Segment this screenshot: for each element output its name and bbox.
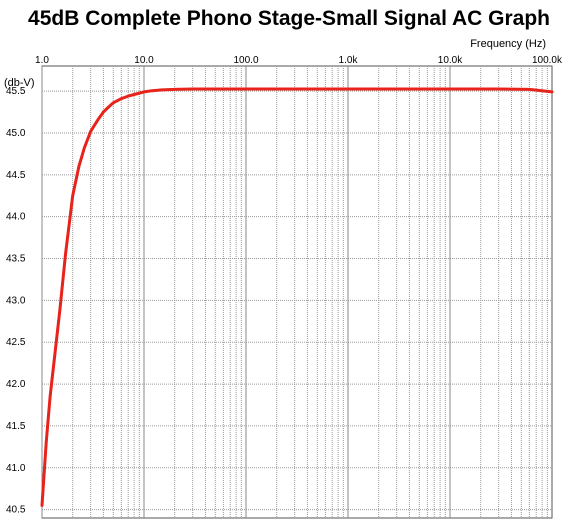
x-tick-label: 10.0k (438, 55, 463, 66)
y-tick-label: 42.0 (6, 379, 26, 390)
y-tick-label: 41.0 (6, 463, 26, 474)
y-tick-label: 42.5 (6, 337, 26, 348)
series-line (40, 87, 554, 507)
y-tick-label: 41.5 (6, 421, 26, 432)
y-axis-label: (db-V) (4, 77, 35, 89)
series-layer (40, 87, 554, 507)
grid (41, 66, 552, 518)
y-tick-label: 43.0 (6, 295, 26, 306)
x-tick-label: 1.0k (339, 55, 359, 66)
y-tick-label: 45.5 (6, 86, 26, 97)
x-tick-label: 1.0 (35, 55, 49, 66)
y-tick-label: 43.5 (6, 254, 26, 265)
y-tick-label: 40.5 (6, 505, 26, 516)
plot-frame (41, 65, 553, 519)
x-tick-label: 100.0 (233, 55, 258, 66)
y-tick-label: 45.0 (6, 128, 26, 139)
x-tick-label: 100.0k (532, 55, 563, 66)
y-tick-label: 44.0 (6, 212, 26, 223)
x-axis-label: Frequency (Hz) (470, 38, 546, 50)
x-tick-label: 10.0 (134, 55, 154, 66)
tick-labels: 1.0 10.0 100.0 1.0k 10.0k 100.0k 45.5 45.0 44.5 4… (6, 55, 563, 516)
y-tick-label: 44.5 (6, 170, 26, 181)
chart-title: 45dB Complete Phono Stage-Small Signal A… (28, 7, 550, 30)
